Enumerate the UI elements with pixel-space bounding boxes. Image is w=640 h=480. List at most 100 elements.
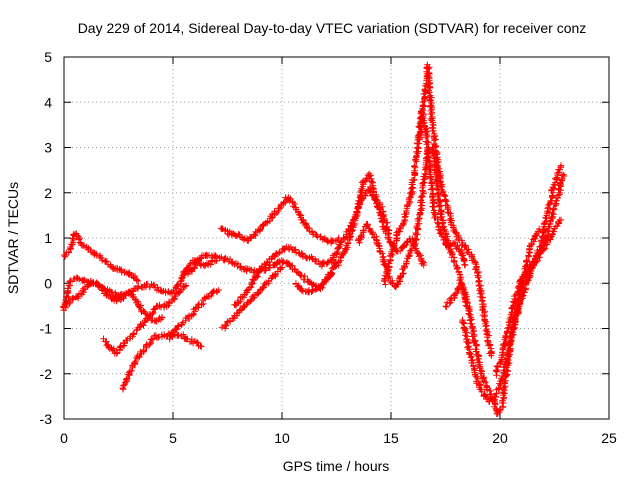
x-tick-label: 25	[601, 430, 617, 446]
data-point-markers	[217, 225, 233, 237]
data-point-markers	[399, 253, 413, 278]
series-arc-7	[165, 286, 222, 343]
data-point-marker	[557, 162, 565, 169]
data-point-markers	[285, 194, 298, 210]
data-point-markers	[463, 298, 478, 340]
data-point-markers	[355, 221, 371, 246]
x-tick-label: 5	[169, 430, 177, 446]
data-point-markers	[363, 221, 378, 242]
data-point-markers	[83, 277, 97, 286]
data-point-markers	[411, 199, 426, 248]
data-point-markers	[350, 200, 364, 224]
data-point-marker	[182, 282, 190, 289]
data-point-markers	[317, 233, 332, 246]
data-point-markers	[373, 203, 389, 232]
data-point-markers	[417, 150, 431, 206]
data-point-markers	[522, 263, 536, 286]
data-point-markers	[406, 148, 420, 201]
data-point-markers	[473, 373, 485, 393]
data-point-markers	[273, 245, 288, 258]
y-tick-label: 3	[44, 140, 52, 156]
data-point-markers	[481, 316, 495, 357]
data-point-markers	[165, 325, 181, 343]
data-point-markers	[209, 287, 221, 297]
data-point-markers	[317, 271, 332, 293]
data-point-markers	[292, 204, 307, 224]
data-point-markers	[73, 275, 89, 284]
data-point-markers	[450, 281, 465, 302]
series-arc-16	[415, 61, 495, 359]
data-point-markers	[544, 181, 559, 216]
series-arc-10	[218, 264, 286, 332]
chart-title: Day 229 of 2014, Sidereal Day-to-day VTE…	[78, 20, 587, 36]
data-point-markers	[426, 171, 439, 217]
data-point-markers	[415, 101, 428, 143]
data-point-markers	[87, 246, 100, 259]
data-point-markers	[373, 233, 386, 257]
data-point-markers	[243, 265, 258, 276]
data-point-markers	[555, 172, 568, 197]
x-tick-label: 0	[60, 430, 68, 446]
data-point-markers	[381, 253, 394, 288]
data-point-markers	[67, 231, 77, 252]
data-point-marker	[560, 171, 567, 178]
data-point-markers	[549, 191, 563, 221]
series-arc-17	[442, 225, 543, 417]
series-arc-19	[492, 162, 565, 379]
series-arc-9	[217, 194, 342, 247]
data-point-markers	[421, 125, 434, 176]
data-point-markers	[457, 280, 471, 303]
data-point-markers	[286, 262, 302, 276]
data-point-markers	[365, 170, 380, 201]
data-point-markers	[343, 216, 357, 236]
data-point-markers	[134, 282, 150, 292]
data-point-markers	[248, 266, 263, 287]
data-point-marker	[158, 313, 166, 321]
y-tick-label: 5	[44, 49, 52, 65]
y-tick-label: -3	[40, 411, 53, 427]
x-axis-label: GPS time / hours	[283, 458, 390, 474]
y-tick-label: 1	[44, 230, 52, 246]
data-point-markers	[163, 296, 176, 310]
data-point-markers	[318, 258, 332, 270]
data-point-markers	[60, 278, 73, 314]
data-point-markers	[229, 307, 243, 322]
data-point-markers	[429, 121, 441, 158]
series-arc-6	[109, 257, 220, 300]
data-point-markers	[71, 230, 84, 246]
series-arc-11	[231, 243, 342, 309]
data-point-marker	[215, 286, 222, 294]
data-point-markers	[498, 321, 513, 359]
data-point-markers	[509, 302, 523, 332]
data-point-markers	[292, 280, 305, 294]
data-point-markers	[458, 316, 473, 353]
axis-ticks	[63, 56, 610, 420]
data-point-markers	[465, 349, 480, 380]
series-arc-4	[100, 282, 190, 357]
series-arc-2	[61, 230, 142, 285]
data-point-markers	[334, 231, 350, 252]
data-point-markers	[328, 244, 342, 264]
data-point-markers	[474, 269, 489, 323]
data-point-markers	[244, 231, 259, 244]
y-tick-label: -2	[40, 366, 53, 382]
data-point-markers	[515, 280, 530, 308]
data-point-markers	[542, 213, 556, 241]
data-point-markers	[218, 317, 234, 332]
data-point-marker	[461, 261, 469, 269]
data-point-markers	[468, 252, 483, 276]
data-point-markers	[299, 219, 316, 236]
data-point-markers	[392, 272, 404, 290]
data-point-markers	[458, 246, 468, 268]
data-point-markers	[270, 258, 284, 269]
series-arc-20	[509, 171, 568, 332]
data-point-markers	[335, 245, 350, 265]
y-tick-label: 2	[44, 185, 52, 201]
data-point-markers	[209, 252, 223, 262]
data-point-markers	[140, 336, 156, 354]
data-point-marker	[488, 352, 495, 359]
data-point-markers	[327, 236, 341, 247]
data-point-markers	[526, 228, 542, 250]
data-point-markers	[437, 229, 450, 249]
